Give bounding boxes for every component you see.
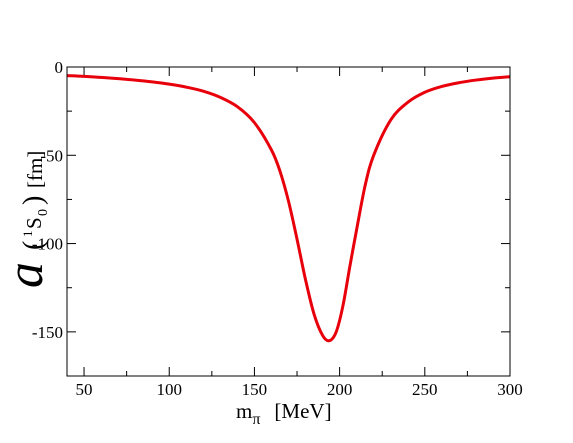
x-tick-label: 300	[497, 380, 523, 399]
y-tick-label: -150	[32, 323, 63, 342]
y-axis-label-close-paren: )	[18, 196, 49, 205]
series-line	[66, 74, 511, 343]
x-axis-label: mπ [MeV]	[236, 399, 332, 428]
y-tick-labels: 0 -50 -100 -150	[32, 58, 63, 342]
x-tick-label: 250	[412, 380, 438, 399]
y-axis-label-superscript: 1	[20, 231, 35, 238]
x-tick-label: 100	[156, 380, 182, 399]
y-tick-label: -50	[40, 146, 63, 165]
x-axis-label-main: m	[236, 399, 252, 423]
y-axis-label-wave: S	[22, 217, 46, 229]
y-tick-label: 0	[55, 58, 64, 77]
x-tick-labels: 50 100 150 200 250 300	[76, 380, 523, 399]
y-axis-label-main: a	[0, 262, 54, 288]
x-tick-label: 200	[327, 380, 353, 399]
x-tick-label: 50	[76, 380, 93, 399]
y-axis-label-subscript: 0	[36, 209, 51, 216]
x-axis-label-subscript: π	[252, 411, 260, 428]
axis-ticks	[67, 66, 511, 377]
y-axis-label: a ( 1 S 0 ) [fm]	[0, 151, 54, 288]
x-tick-label: 150	[242, 380, 268, 399]
y-axis-label-unit: [fm]	[23, 151, 47, 188]
plot-frame	[66, 66, 511, 377]
x-axis-label-unit: [MeV]	[274, 399, 331, 423]
y-tick-label: -100	[32, 235, 63, 254]
y-axis-label-open-paren: (	[18, 241, 49, 250]
